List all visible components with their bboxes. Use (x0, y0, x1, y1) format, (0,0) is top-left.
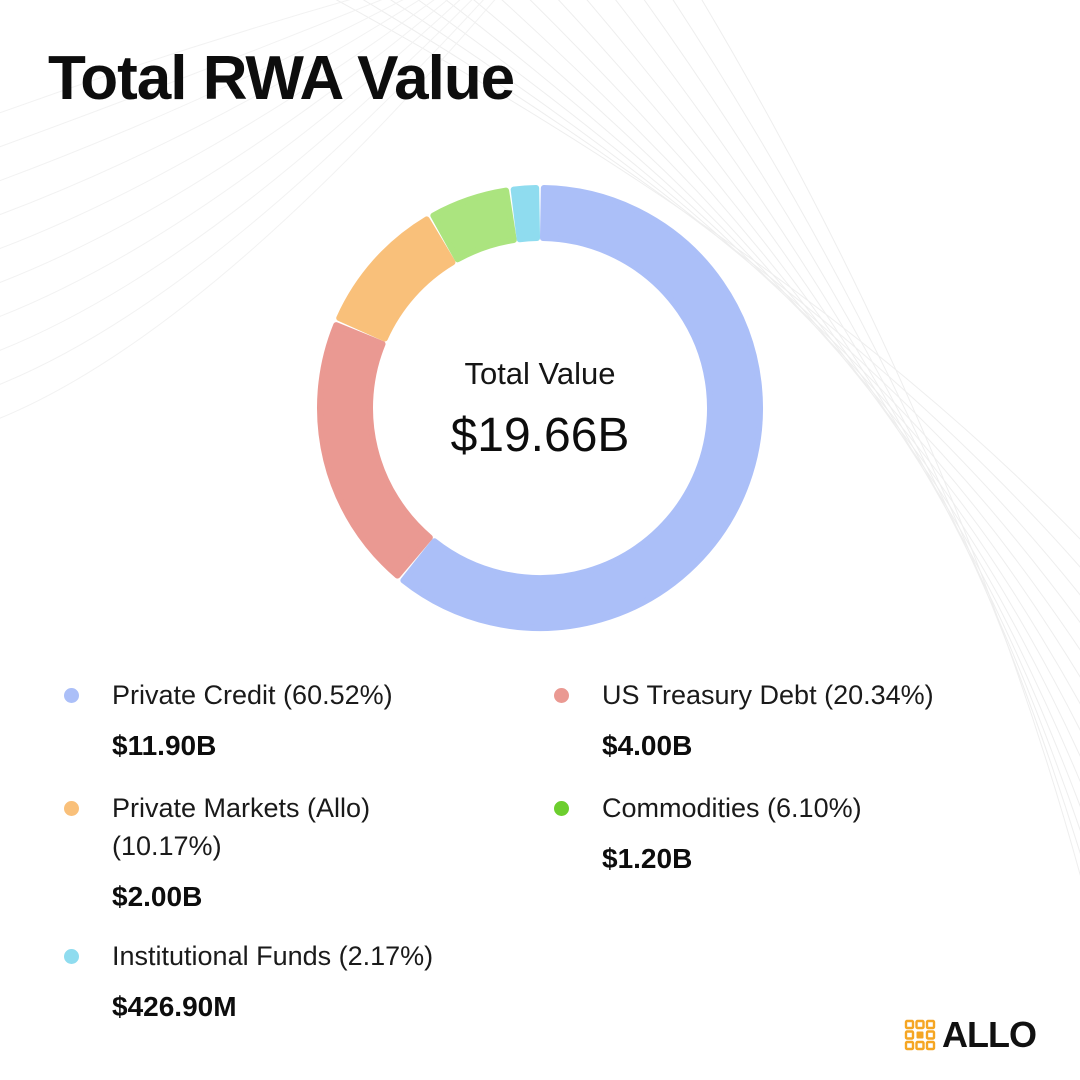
legend-label: US Treasury Debt (20.34%) (602, 680, 934, 710)
slice-institutional-funds (510, 185, 541, 243)
legend-item-institutional-funds: Institutional Funds (2.17%) $426.90M (64, 937, 484, 1023)
legend-value: $1.20B (602, 843, 693, 874)
legend-item-commodities: Commodities (6.10%) $1.20B (554, 789, 974, 875)
legend-dot (64, 949, 79, 964)
legend-dot (554, 688, 569, 703)
legend-item-private-markets: Private Markets (Allo) (10.17%) $2.00B (64, 789, 464, 913)
legend-label: Institutional Funds (2.17%) (112, 941, 434, 971)
legend-value: $4.00B (602, 730, 693, 761)
legend-value: $426.90M (112, 991, 237, 1022)
legend-label: Private Markets (Allo) (10.17%) (112, 793, 371, 861)
slice-us-treasury-debt (317, 322, 433, 579)
legend-dot (64, 688, 79, 703)
legend-value: $2.00B (112, 881, 203, 912)
legend-dot (554, 801, 569, 816)
allo-logo-icon (904, 1019, 936, 1051)
page-title: Total RWA Value (48, 44, 515, 113)
legend-item-private-credit: Private Credit (60.52%) $11.90B (64, 676, 484, 762)
slice-private-markets (336, 216, 456, 342)
center-label: Total Value (464, 356, 616, 391)
legend-dot (64, 801, 79, 816)
legend-item-us-treasury-debt: US Treasury Debt (20.34%) $4.00B (554, 676, 974, 762)
legend-label: Commodities (6.10%) (602, 793, 862, 823)
slice-private-credit (400, 185, 763, 631)
donut-center-disc (362, 230, 718, 586)
logo-text: ALLO (942, 1014, 1037, 1055)
legend-value: $11.90B (112, 730, 217, 761)
slice-commodities (430, 187, 517, 263)
center-value: $19.66B (450, 409, 630, 462)
legend-label: Private Credit (60.52%) (112, 680, 393, 710)
allo-logo: ALLO (904, 1014, 1037, 1056)
